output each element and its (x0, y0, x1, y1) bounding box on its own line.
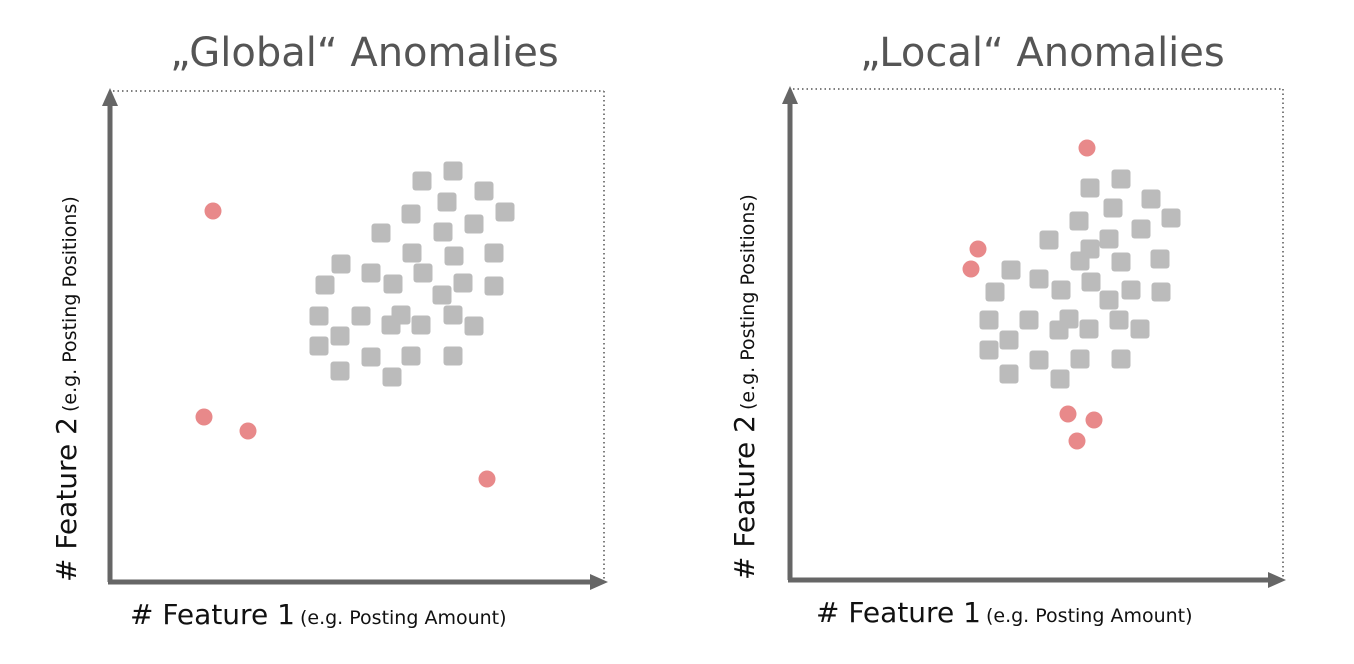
normal-point (1111, 169, 1131, 189)
y-axis-arrowhead (782, 86, 798, 104)
normal-point (1001, 260, 1021, 280)
normal-point (1050, 369, 1070, 389)
anomaly-point (1078, 139, 1096, 157)
normal-point (315, 275, 335, 295)
normal-point (464, 214, 484, 234)
normal-point (484, 276, 504, 296)
normal-point (474, 181, 494, 201)
normal-point (402, 243, 422, 263)
normal-point (1069, 211, 1089, 231)
x-axis-arrowhead (590, 574, 608, 590)
normal-point (381, 315, 401, 335)
normal-point (1029, 269, 1049, 289)
normal-point (351, 306, 371, 326)
normal-point (1029, 350, 1049, 370)
anomaly-point (204, 202, 222, 220)
normal-point (1141, 189, 1161, 209)
normal-point (443, 161, 463, 181)
normal-point (444, 246, 464, 266)
normal-point (361, 347, 381, 367)
normal-point (443, 305, 463, 325)
normal-point (999, 330, 1019, 350)
normal-point (382, 367, 402, 387)
normal-point (1131, 219, 1151, 239)
normal-point (1150, 249, 1170, 269)
normal-point (1081, 272, 1101, 292)
normal-point (330, 361, 350, 381)
normal-point (464, 316, 484, 336)
normal-point (1121, 280, 1141, 300)
normal-point (443, 346, 463, 366)
normal-point (1070, 349, 1090, 369)
normal-point (1080, 178, 1100, 198)
normal-point (437, 192, 457, 212)
normal-point (309, 306, 329, 326)
normal-point (985, 282, 1005, 302)
anomaly-point (239, 422, 257, 440)
normal-point (401, 346, 421, 366)
normal-point (1103, 198, 1123, 218)
normal-point (432, 285, 452, 305)
normal-point (401, 204, 421, 224)
x-axis-label: # Feature 1 (e.g. Posting Amount) (130, 598, 507, 631)
normal-point (413, 263, 433, 283)
normal-point (1109, 310, 1129, 330)
panel-title: „Local“ Anomalies (860, 30, 1225, 76)
normal-point (1070, 251, 1090, 271)
normal-point (484, 243, 504, 263)
normal-point (361, 263, 381, 283)
normal-point (411, 315, 431, 335)
normal-point (331, 254, 351, 274)
normal-point (371, 223, 391, 243)
normal-point (979, 310, 999, 330)
anomaly-point (195, 408, 213, 426)
normal-point (1099, 229, 1119, 249)
normal-point (412, 171, 432, 191)
normal-point (1111, 252, 1131, 272)
normal-point (999, 364, 1019, 384)
normal-point (330, 326, 350, 346)
normal-point (1151, 282, 1171, 302)
normal-point (1079, 319, 1099, 339)
anomaly-point (478, 470, 496, 488)
panel-title: „Global“ Anomalies (170, 30, 559, 76)
normal-point (1161, 208, 1181, 228)
normal-point (1130, 319, 1150, 339)
normal-point (309, 336, 329, 356)
x-axis-label: # Feature 1 (e.g. Posting Amount) (816, 596, 1193, 629)
normal-point (1051, 280, 1071, 300)
anomaly-point (1068, 432, 1086, 450)
normal-point (1099, 290, 1119, 310)
x-axis-label-sub: (e.g. Posting Amount) (299, 607, 507, 629)
y-axis-label: # Feature 2 (e.g. Posting Positions) (728, 194, 761, 580)
normal-point (1039, 230, 1059, 250)
anomaly-point (1085, 411, 1103, 429)
x-axis-label-main: # Feature 1 (130, 598, 295, 631)
normal-point (383, 274, 403, 294)
anomaly-point (1059, 405, 1077, 423)
x-axis-arrowhead (1268, 572, 1286, 588)
y-axis-label-sub: (e.g. Posting Positions) (737, 194, 759, 411)
normal-point (1049, 320, 1069, 340)
normal-point (453, 273, 473, 293)
normal-point (495, 202, 515, 222)
x-axis-label-main: # Feature 1 (816, 596, 981, 629)
anomaly-point (962, 260, 980, 278)
y-axis-arrowhead (102, 88, 118, 106)
x-axis-label-sub: (e.g. Posting Amount) (985, 605, 1193, 627)
anomaly-point (969, 240, 987, 258)
normal-point (979, 340, 999, 360)
normal-point (1019, 310, 1039, 330)
normal-point (1111, 349, 1131, 369)
normal-point (433, 222, 453, 242)
y-axis-label-main: # Feature 2 (728, 415, 761, 580)
